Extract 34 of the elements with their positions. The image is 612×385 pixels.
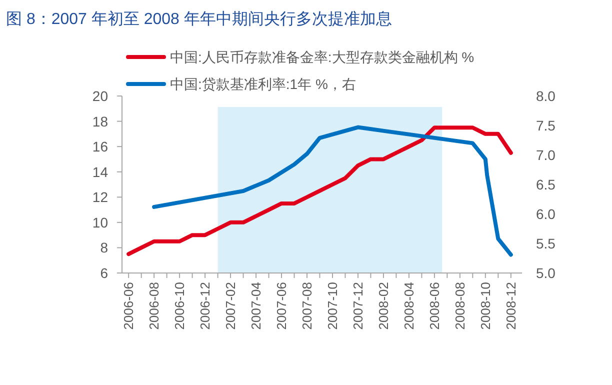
x-tick-label: 2007-06 bbox=[274, 282, 290, 330]
y2-tick-label: 6.0 bbox=[536, 206, 556, 222]
y-tick-label: 18 bbox=[92, 113, 108, 130]
x-tick-label: 2008-02 bbox=[376, 282, 391, 330]
y-tick-label: 8 bbox=[100, 240, 108, 256]
y-tick-label: 20 bbox=[92, 88, 108, 104]
x-tick-label: 2006-12 bbox=[198, 282, 213, 330]
y2-tick-label: 6.5 bbox=[536, 176, 556, 192]
x-tick-label: 2008-12 bbox=[503, 282, 518, 330]
x-tick-label: 2007-02 bbox=[223, 282, 238, 330]
legend-label: 中国:贷款基准利率:1年 %，右 bbox=[170, 76, 356, 92]
x-tick-label: 2008-08 bbox=[452, 282, 468, 330]
x-tick-label: 2008-06 bbox=[426, 282, 442, 330]
x-tick-label: 2006-06 bbox=[121, 282, 136, 330]
x-tick-label: 2007-08 bbox=[299, 282, 314, 330]
x-tick-label: 2007-10 bbox=[324, 282, 340, 330]
x-tick-label: 2007-04 bbox=[248, 282, 264, 330]
y-tick-label: 12 bbox=[92, 189, 108, 206]
x-tick-label: 2008-04 bbox=[401, 282, 416, 330]
x-tick-label: 2008-10 bbox=[478, 282, 493, 330]
y2-tick-label: 7.5 bbox=[536, 118, 556, 134]
y2-tick-label: 5.5 bbox=[536, 236, 556, 252]
legend-label: 中国:人民币存款准备金率:大型存款类金融机构 % bbox=[170, 49, 474, 65]
y2-tick-label: 5.0 bbox=[536, 265, 556, 281]
y-tick-label: 16 bbox=[92, 138, 108, 155]
y-tick-label: 6 bbox=[100, 265, 108, 281]
y2-tick-label: 7.0 bbox=[536, 147, 556, 163]
x-tick-label: 2007-12 bbox=[350, 282, 366, 330]
title: 图 8：2007 年初至 2008 年年中期间央行多次提准加息 bbox=[6, 11, 392, 28]
x-tick-label: 2006-08 bbox=[146, 282, 162, 330]
y-tick-label: 14 bbox=[92, 164, 108, 180]
x-tick-label: 2006-10 bbox=[172, 282, 188, 330]
y-tick-label: 10 bbox=[92, 214, 108, 230]
y2-tick-label: 8.0 bbox=[536, 88, 556, 104]
